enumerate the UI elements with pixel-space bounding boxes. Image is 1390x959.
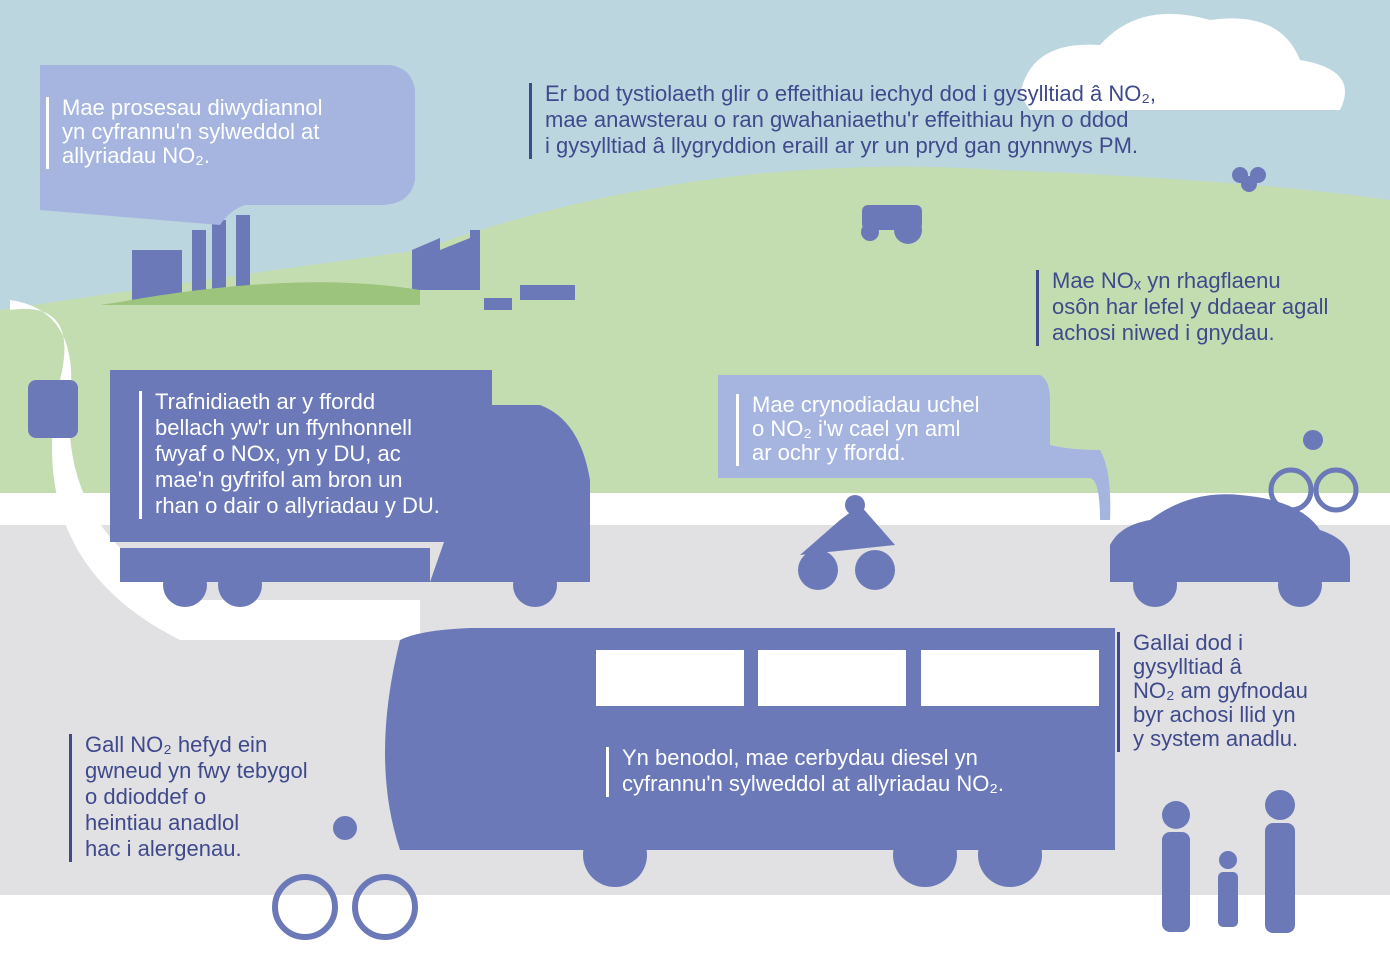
callout-text: gysylltiad â — [1133, 654, 1243, 679]
callout-text: achosi niwed i gnydau. — [1052, 320, 1275, 345]
callout-text: Mae crynodiadau uchel — [752, 392, 979, 417]
tree — [1241, 176, 1257, 192]
child — [1219, 851, 1237, 869]
wheel — [1133, 563, 1177, 607]
callout-text: rhan o dair o allyriadau y DU. — [155, 493, 440, 518]
rider — [845, 495, 865, 515]
callout-text: NO₂ am gyfnodau — [1133, 678, 1308, 703]
wheel — [894, 216, 922, 244]
callout-bar — [529, 83, 532, 159]
wheel — [861, 223, 879, 241]
chimney — [192, 230, 206, 300]
window — [596, 650, 744, 706]
callout-text: yn cyfrannu'n sylweddol at — [62, 119, 319, 144]
callout-text: mae'n gyfrifol am bron un — [155, 467, 403, 492]
callout-text: gwneud yn fwy tebygol — [85, 758, 308, 783]
wheel — [218, 563, 262, 607]
callout-text: Gall NO₂ hefyd ein — [85, 732, 267, 757]
callout-bar — [46, 97, 49, 169]
callout-bar — [736, 394, 739, 466]
callout-text: hac i alergenau. — [85, 836, 242, 861]
cow — [484, 298, 512, 310]
callout-text: Trafnidiaeth ar y ffordd — [155, 389, 375, 414]
callout-text: y system anadlu. — [1133, 726, 1298, 751]
motorbike-wheel — [798, 550, 838, 590]
callout-text: bellach yw'r un ffynhonnell — [155, 415, 412, 440]
callout-text: Mae NOₓ yn rhagflaenu — [1052, 268, 1281, 293]
motorbike-wheel — [855, 550, 895, 590]
person — [1265, 790, 1295, 820]
tram-mirror — [403, 640, 429, 670]
callout-bar — [1036, 270, 1039, 346]
child — [1218, 872, 1238, 927]
callout-text: ar ochr y ffordd. — [752, 440, 906, 465]
callout-text: fwyaf o NOx, yn y DU, ac — [155, 441, 401, 466]
wheel — [163, 563, 207, 607]
cow — [520, 285, 575, 300]
bus — [28, 380, 78, 438]
infographic: Mae prosesau diwydiannolyn cyfrannu'n sy… — [0, 0, 1390, 959]
wheel — [893, 823, 957, 887]
callout-text: Yn benodol, mae cerbydau diesel yn — [622, 745, 978, 770]
window — [758, 650, 906, 706]
callout-bar — [69, 734, 72, 862]
callout-text: mae anawsterau o ran gwahaniaethu'r effe… — [545, 107, 1129, 132]
callout-text: o NO₂ i'w cael yn aml — [752, 416, 960, 441]
wheel — [583, 823, 647, 887]
callout-text: o ddioddef o — [85, 784, 206, 809]
callout-text: Mae prosesau diwydiannol — [62, 95, 323, 120]
factory — [132, 250, 182, 300]
person — [1265, 823, 1295, 933]
callout-bar — [139, 391, 142, 519]
wheel — [1278, 563, 1322, 607]
callout-text: byr achosi llid yn — [1133, 702, 1296, 727]
window — [921, 650, 1099, 706]
page: Mae prosesau diwydiannolyn cyfrannu'n sy… — [0, 0, 1390, 959]
wheel — [513, 563, 557, 607]
callout-bar — [1117, 632, 1120, 752]
callout-text: allyriadau NO₂. — [62, 143, 210, 168]
callout-text: heintiau anadlol — [85, 810, 239, 835]
person — [1162, 832, 1190, 932]
callout-text: Gallai dod i — [1133, 630, 1243, 655]
cyclist — [1303, 430, 1323, 450]
cyclist — [333, 816, 357, 840]
wheel — [978, 823, 1042, 887]
callout-text: Er bod tystiolaeth glir o effeithiau iec… — [545, 81, 1156, 106]
callout-text: cyfrannu'n sylweddol at allyriadau NO₂. — [622, 771, 1004, 796]
callout-bar — [606, 747, 609, 797]
callout-text: i gysylltiad â llygryddion eraill ar yr … — [545, 133, 1138, 158]
person — [1162, 801, 1190, 829]
callout-text: osôn har lefel y ddaear agall — [1052, 294, 1328, 319]
